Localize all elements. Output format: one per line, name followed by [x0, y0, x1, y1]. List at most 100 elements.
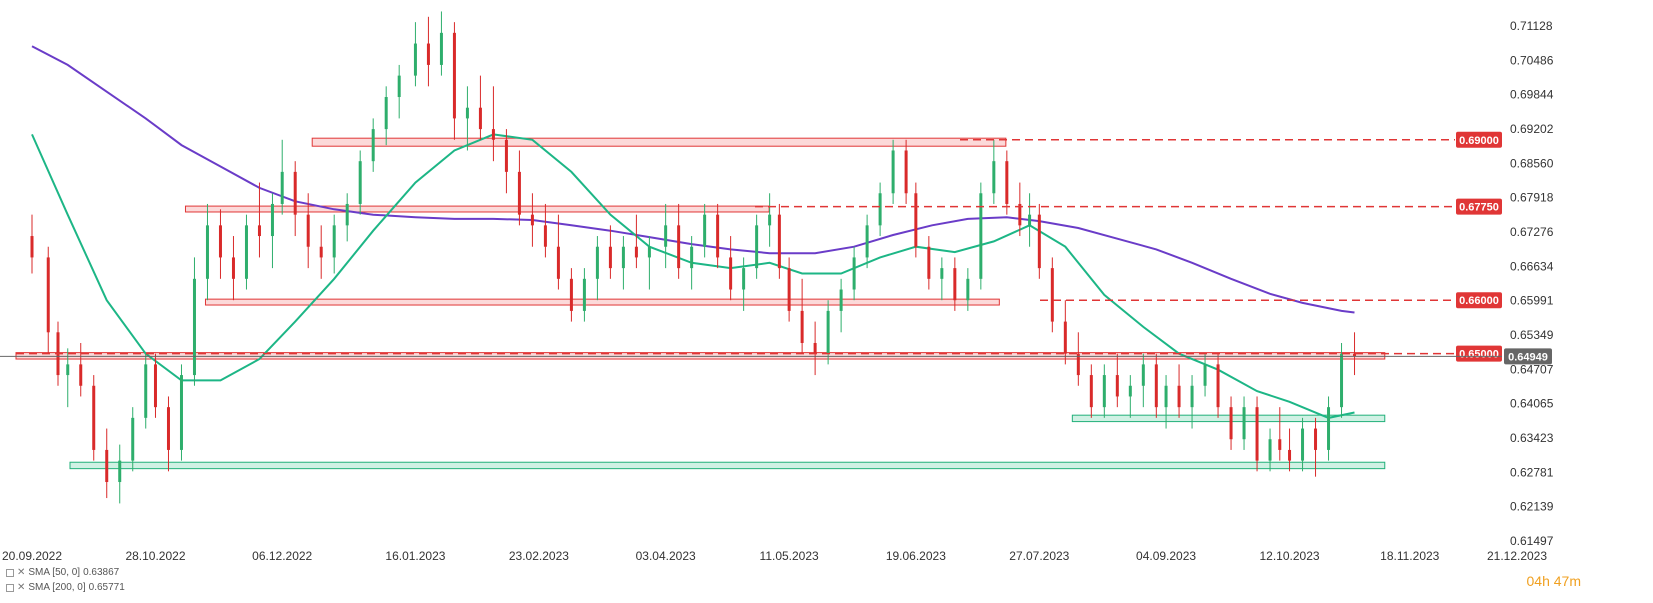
- candle: [582, 268, 586, 322]
- candle-body: [992, 161, 996, 194]
- support-zone: [69, 461, 1386, 470]
- candle: [358, 150, 362, 215]
- candle: [397, 64, 401, 119]
- x-tick-label: 16.01.2023: [385, 549, 445, 563]
- candle-body: [621, 246, 625, 269]
- candle: [465, 86, 469, 151]
- candle-body: [306, 214, 310, 247]
- legend-sma200-label: SMA [200, 0]: [28, 582, 86, 593]
- candle: [543, 203, 547, 258]
- resistance-zone: [15, 352, 1386, 360]
- candle: [621, 236, 625, 290]
- candle: [800, 278, 804, 354]
- candle-body: [569, 278, 573, 311]
- settings-icon[interactable]: [6, 583, 14, 592]
- candle: [1177, 364, 1181, 418]
- level-tag: 0.66000: [1456, 292, 1502, 309]
- y-tick-label: 0.67918: [1510, 191, 1554, 205]
- candle: [1128, 375, 1132, 418]
- y-tick-label: 0.69202: [1510, 122, 1554, 136]
- close-icon[interactable]: ✕: [17, 567, 26, 578]
- candle: [953, 257, 957, 311]
- candle: [166, 396, 170, 472]
- candle-body: [729, 257, 733, 290]
- candle: [491, 86, 495, 162]
- candle-body: [1314, 428, 1318, 450]
- candle: [1005, 150, 1009, 215]
- sma50-line: [31, 133, 1355, 419]
- candle-body: [865, 225, 869, 258]
- current-price-bg: [1504, 348, 1552, 365]
- candle-body: [1301, 428, 1305, 461]
- candle-body: [332, 225, 336, 258]
- candle-body: [384, 97, 388, 130]
- candle: [231, 236, 235, 301]
- candle-body: [1128, 385, 1132, 397]
- candle-body: [1164, 385, 1168, 408]
- candle-body: [478, 107, 482, 130]
- candle: [332, 214, 336, 274]
- x-tick-label: 19.06.2023: [886, 549, 946, 563]
- candle-body: [1141, 364, 1145, 386]
- candle-body: [1154, 364, 1158, 408]
- candle: [940, 257, 944, 301]
- y-tick-label: 0.63423: [1510, 431, 1554, 445]
- candle: [530, 193, 534, 247]
- candle-body: [293, 171, 297, 215]
- candle: [1255, 396, 1259, 472]
- candle-body: [755, 225, 759, 269]
- settings-icon[interactable]: [6, 568, 14, 577]
- candle: [556, 214, 560, 290]
- close-icon[interactable]: ✕: [17, 582, 26, 593]
- candle: [716, 203, 720, 269]
- candle-body: [280, 171, 284, 204]
- y-tick-label: 0.64707: [1510, 362, 1554, 376]
- candle-body: [371, 129, 375, 162]
- candle-body: [768, 214, 772, 226]
- candle-body: [677, 225, 681, 269]
- y-tick-label: 0.62781: [1510, 465, 1554, 479]
- resistance-zone: [204, 298, 1000, 306]
- candle-body: [556, 246, 560, 279]
- candle: [595, 236, 599, 301]
- y-tick-label: 0.61497: [1510, 534, 1554, 548]
- candle: [852, 246, 856, 301]
- candle-body: [1268, 439, 1272, 461]
- candle: [192, 257, 196, 386]
- level-tag-bg: [1456, 292, 1502, 309]
- candle: [205, 203, 209, 301]
- candle-body: [813, 342, 817, 354]
- legend-sma50[interactable]: ✕ SMA [50, 0] 0.63867: [6, 567, 119, 578]
- candle: [992, 139, 996, 204]
- candle: [966, 268, 970, 311]
- support-zone: [1071, 414, 1386, 423]
- candle-body: [244, 225, 248, 279]
- candle-body: [1190, 385, 1194, 408]
- y-tick-label: 0.71128: [1510, 19, 1553, 33]
- candle: [280, 139, 284, 215]
- candle-body: [257, 225, 261, 237]
- candle-body: [1037, 214, 1041, 269]
- candle-body: [1076, 353, 1080, 376]
- candle-body: [1327, 407, 1331, 450]
- candle-body: [92, 385, 96, 450]
- candle-body: [953, 268, 957, 301]
- legend-sma200[interactable]: ✕ SMA [200, 0] 0.65771: [6, 582, 125, 593]
- candle-body: [1353, 353, 1357, 357]
- candle-body: [345, 203, 349, 226]
- current-price-label: 0.64949: [1508, 351, 1548, 363]
- candle: [927, 236, 931, 290]
- candle-body: [452, 32, 456, 119]
- x-tick-label: 27.07.2023: [1009, 549, 1069, 563]
- candle: [569, 268, 573, 322]
- candle-body: [1063, 321, 1067, 354]
- candle: [690, 236, 694, 290]
- candle-body: [166, 407, 170, 450]
- candle-body: [608, 246, 612, 269]
- candle: [118, 444, 122, 504]
- current-price-tag: 0.64949: [1504, 348, 1552, 365]
- candle-body: [690, 246, 694, 269]
- y-tick-label: 0.70486: [1510, 53, 1554, 67]
- candle: [777, 203, 781, 279]
